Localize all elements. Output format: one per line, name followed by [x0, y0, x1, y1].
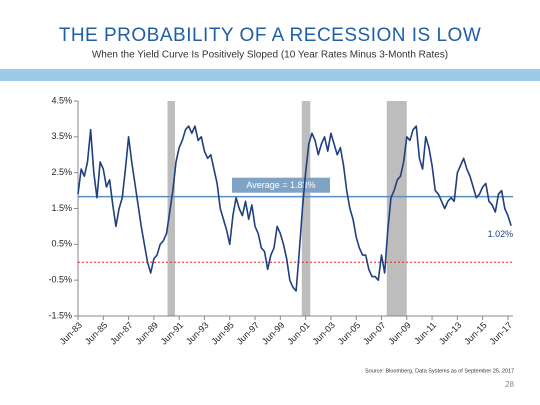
page-number: 28 — [505, 380, 514, 389]
x-tick-label: Jun-87 — [108, 320, 135, 347]
recession-band — [301, 101, 311, 316]
y-tick-label: -1.5% — [48, 310, 72, 320]
x-tick-label: Jun-13 — [437, 320, 464, 347]
x-tick-label: Jun-17 — [487, 320, 514, 347]
chart-title: THE PROBABILITY OF A RECESSION IS LOW — [59, 25, 482, 46]
chart-subtitle: When the Yield Curve Is Positively Slope… — [92, 50, 448, 61]
x-tick-label: Jun-05 — [336, 320, 363, 347]
y-tick-label: 0.5% — [51, 239, 72, 249]
recession-band — [167, 101, 175, 316]
x-tick-label: Jun-07 — [361, 320, 388, 347]
x-tick-label: Jun-15 — [462, 320, 489, 347]
average-label: Average = 1.83% — [246, 180, 315, 190]
series-line — [77, 125, 512, 292]
x-tick-label: Jun-93 — [184, 320, 211, 347]
y-tick-label: 1.5% — [51, 203, 72, 213]
y-tick-label: -0.5% — [48, 275, 72, 285]
y-tick-label: 4.5% — [51, 95, 72, 105]
x-tick-label: Jun-85 — [83, 320, 110, 347]
x-tick-label: Jun-99 — [260, 320, 287, 347]
x-tick-label: Jun-03 — [310, 320, 337, 347]
y-tick-label: 3.5% — [51, 131, 72, 141]
source-note: Source: Bloomberg, Data Systems as of Se… — [365, 368, 514, 374]
last-value-label: 1.02% — [488, 229, 514, 239]
x-tick-label: Jun-91 — [159, 320, 186, 347]
x-tick-label: Jun-97 — [235, 320, 262, 347]
y-tick-label: 2.5% — [51, 167, 72, 177]
x-tick-label: Jun-01 — [285, 320, 312, 347]
x-tick-label: Jun-11 — [412, 320, 438, 346]
x-tick-label: Jun-89 — [133, 320, 160, 347]
x-tick-label: Jun-83 — [58, 320, 85, 347]
header-band — [0, 69, 540, 81]
x-tick-label: Jun-95 — [209, 320, 236, 347]
x-tick-label: Jun-09 — [386, 320, 413, 347]
